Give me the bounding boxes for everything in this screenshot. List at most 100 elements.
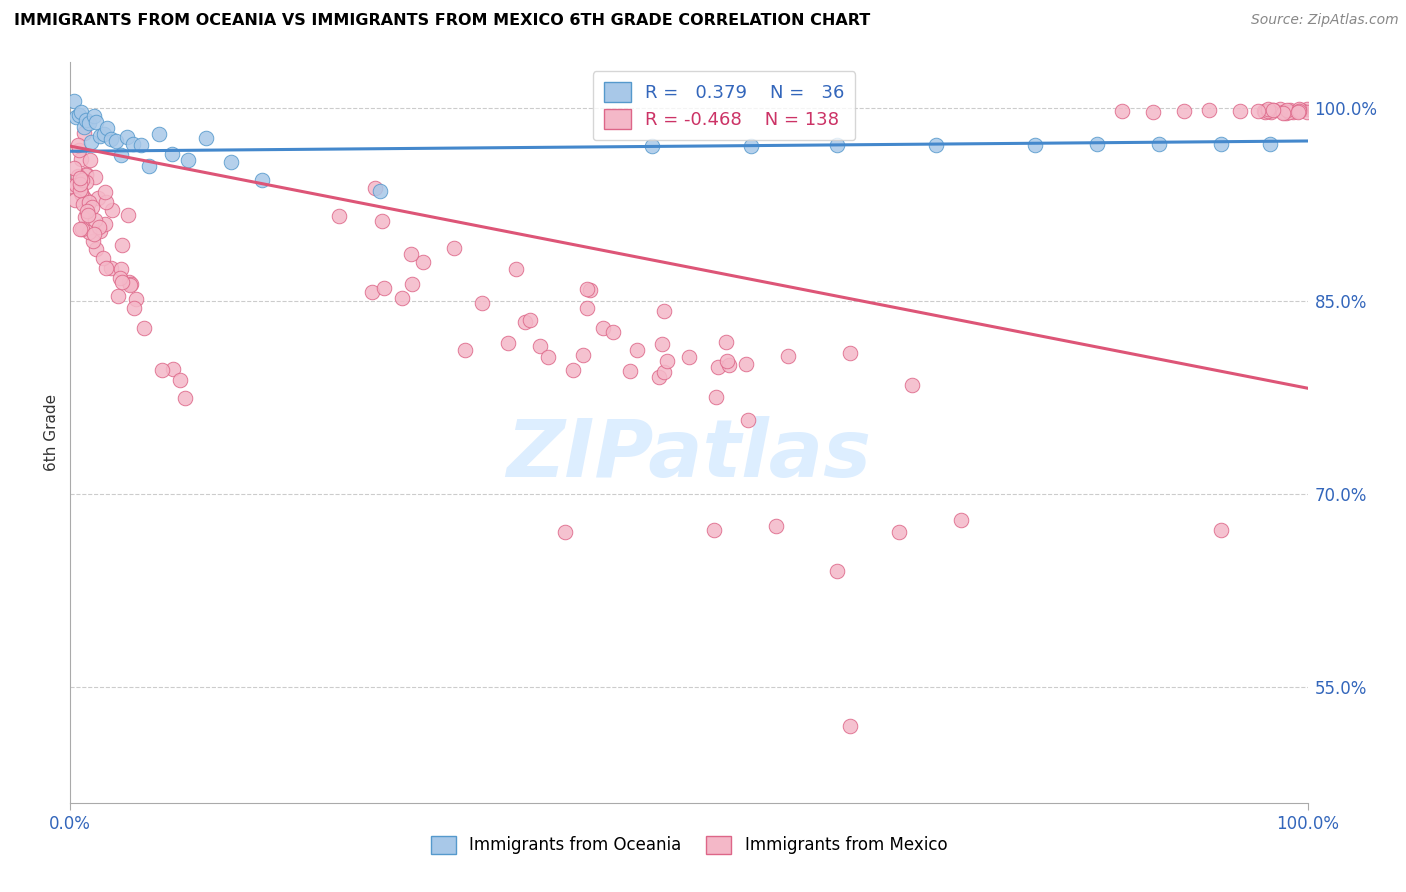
- Point: [716, 354, 738, 368]
- Point: [838, 346, 860, 360]
- Point: [84, 212, 107, 227]
- Point: [73, 193, 96, 207]
- Point: [195, 131, 218, 145]
- Point: [1261, 103, 1284, 118]
- Point: [75, 175, 97, 189]
- Point: [59, 179, 82, 194]
- Point: [96, 121, 118, 136]
- Point: [765, 519, 787, 533]
- Text: ZIPatlas: ZIPatlas: [506, 416, 872, 494]
- Point: [75, 210, 97, 224]
- Point: [174, 391, 197, 405]
- Point: [120, 277, 142, 291]
- Point: [1275, 106, 1298, 120]
- Point: [776, 349, 799, 363]
- Point: [82, 200, 104, 214]
- Point: [73, 127, 96, 141]
- Point: [399, 247, 422, 261]
- Point: [79, 153, 101, 168]
- Point: [1296, 105, 1319, 120]
- Point: [1111, 103, 1133, 118]
- Point: [1286, 105, 1309, 120]
- Point: [1147, 136, 1170, 151]
- Point: [107, 288, 129, 302]
- Point: [373, 281, 395, 295]
- Point: [554, 525, 576, 540]
- Point: [1257, 103, 1279, 118]
- Point: [561, 363, 583, 377]
- Point: [69, 177, 91, 191]
- Point: [89, 220, 111, 235]
- Point: [655, 353, 678, 368]
- Point: [707, 359, 730, 374]
- Point: [100, 131, 122, 145]
- Point: [91, 251, 114, 265]
- Point: [1288, 103, 1310, 118]
- Point: [69, 183, 91, 197]
- Point: [641, 139, 664, 153]
- Point: [115, 129, 138, 144]
- Point: [838, 718, 860, 732]
- Point: [652, 365, 675, 379]
- Point: [162, 362, 184, 376]
- Legend: Immigrants from Oceania, Immigrants from Mexico: Immigrants from Oceania, Immigrants from…: [425, 829, 953, 861]
- Point: [118, 275, 141, 289]
- Point: [1288, 102, 1310, 116]
- Point: [1198, 103, 1220, 118]
- Point: [401, 277, 423, 291]
- Point: [718, 359, 741, 373]
- Point: [129, 137, 152, 152]
- Point: [93, 186, 115, 200]
- Point: [250, 173, 273, 187]
- Point: [75, 113, 97, 128]
- Point: [950, 512, 973, 526]
- Point: [65, 178, 87, 193]
- Point: [1229, 104, 1251, 119]
- Point: [626, 343, 648, 357]
- Point: [67, 144, 90, 158]
- Point: [124, 301, 146, 315]
- Point: [1253, 105, 1275, 120]
- Point: [1260, 136, 1282, 151]
- Point: [63, 194, 86, 208]
- Point: [1257, 102, 1279, 116]
- Point: [160, 146, 183, 161]
- Point: [83, 109, 105, 123]
- Point: [110, 271, 132, 285]
- Point: [70, 188, 93, 202]
- Point: [735, 357, 758, 371]
- Point: [169, 373, 191, 387]
- Point: [77, 116, 100, 130]
- Point: [678, 350, 700, 364]
- Point: [827, 564, 849, 578]
- Point: [1279, 103, 1302, 117]
- Point: [505, 262, 527, 277]
- Point: [1209, 136, 1232, 151]
- Point: [66, 137, 89, 152]
- Point: [67, 108, 90, 122]
- Point: [579, 283, 602, 297]
- Point: [70, 221, 93, 235]
- Point: [89, 128, 111, 143]
- Point: [219, 155, 242, 169]
- Point: [177, 153, 200, 168]
- Point: [70, 172, 93, 186]
- Point: [89, 224, 111, 238]
- Point: [827, 137, 849, 152]
- Point: [652, 304, 675, 318]
- Point: [1173, 103, 1195, 118]
- Point: [648, 370, 671, 384]
- Point: [75, 167, 97, 181]
- Point: [70, 152, 93, 166]
- Point: [513, 315, 536, 329]
- Point: [368, 184, 391, 198]
- Point: [72, 197, 94, 211]
- Point: [110, 147, 132, 161]
- Point: [1247, 104, 1270, 119]
- Point: [529, 339, 551, 353]
- Point: [82, 234, 104, 248]
- Point: [94, 194, 117, 209]
- Point: [63, 94, 86, 108]
- Point: [1278, 105, 1301, 120]
- Point: [69, 222, 91, 236]
